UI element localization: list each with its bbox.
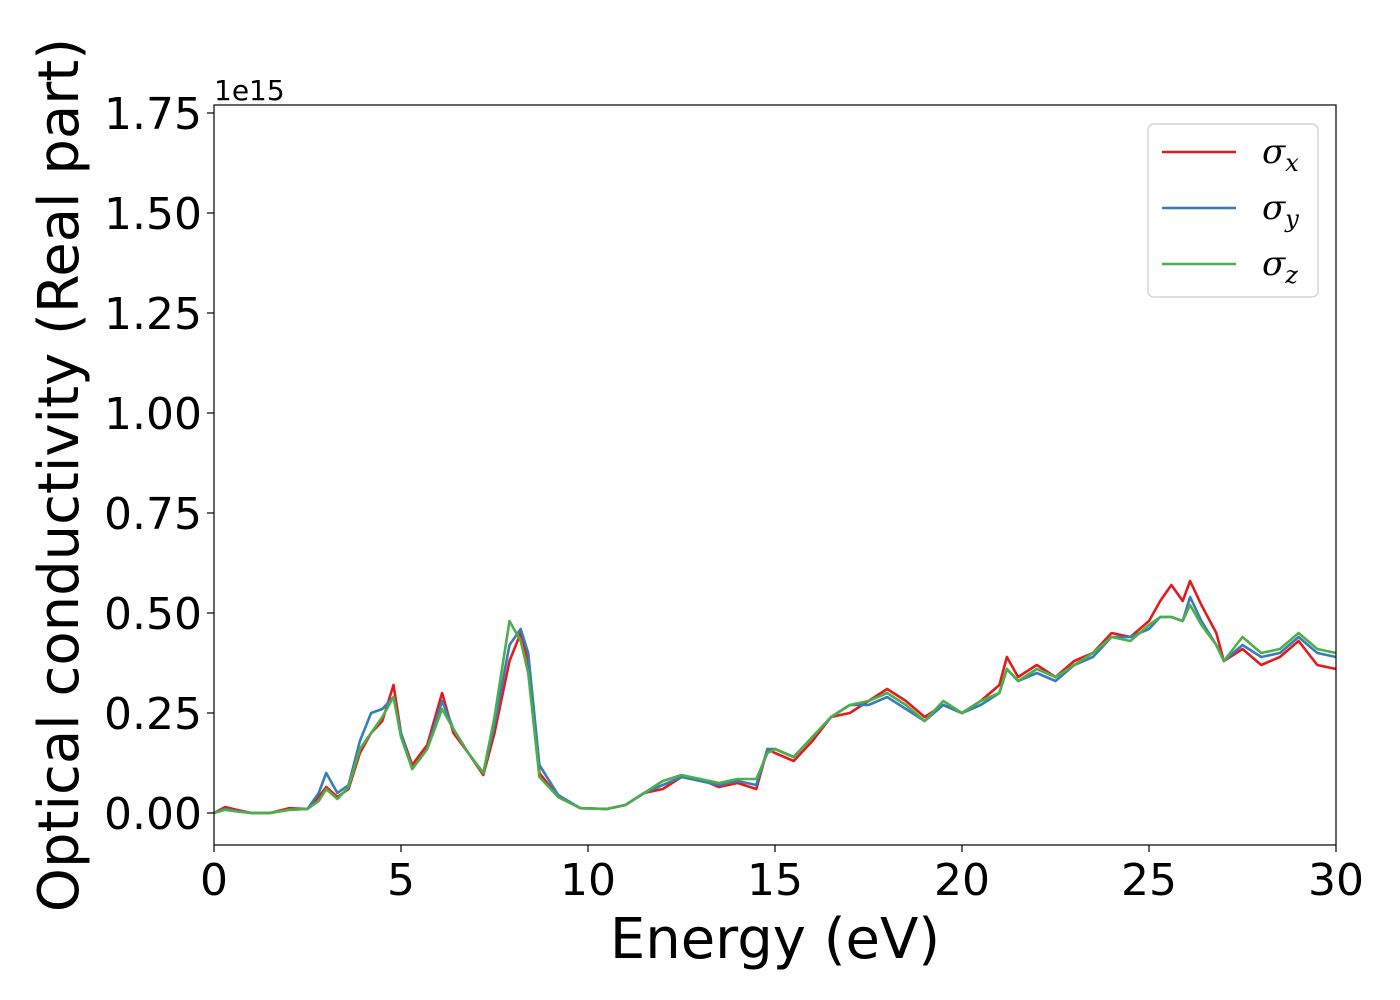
legend-label-z: σz — [1262, 244, 1298, 289]
x-tick-label: 30 — [1308, 855, 1364, 906]
legend-subscript: z — [1284, 261, 1298, 289]
x-tick-label: 0 — [200, 855, 228, 906]
y-axis-label: Optical conductivity (Real part) — [27, 38, 92, 912]
x-tick-label: 15 — [747, 855, 803, 906]
series-line-z — [213, 603, 1337, 815]
x-axis-ticks: 0 5 10 15 20 25 30 — [200, 845, 1364, 906]
y-tick-label: 0.50 — [104, 589, 202, 640]
x-tick-label: 10 — [560, 855, 616, 906]
legend-subscript: y — [1284, 205, 1299, 233]
x-tick-label: 20 — [934, 855, 990, 906]
legend-symbol: σ — [1262, 244, 1286, 284]
plot-frame — [213, 104, 1337, 846]
x-tick-label: 25 — [1121, 855, 1177, 906]
y-tick-label: 0.75 — [104, 489, 202, 540]
y-tick-label: 0.00 — [104, 789, 202, 840]
y-tick-label: 0.25 — [104, 689, 202, 740]
legend-symbol: σ — [1262, 188, 1286, 228]
legend-label-x: σx — [1262, 132, 1299, 177]
y-offset-label: 1e15 — [214, 74, 285, 107]
legend-label-y: σy — [1262, 188, 1299, 233]
y-tick-label: 1.00 — [104, 389, 202, 440]
y-tick-label: 1.25 — [104, 289, 202, 340]
y-tick-label: 1.75 — [104, 89, 202, 140]
y-axis-ticks: 0.00 0.25 0.50 0.75 1.00 1.25 1.50 1.75 — [104, 89, 214, 840]
legend-frame — [1147, 123, 1319, 298]
x-axis-label: Energy (eV) — [610, 907, 940, 972]
x-tick-label: 5 — [387, 855, 415, 906]
legend-subscript: x — [1285, 149, 1299, 177]
series-layer — [213, 579, 1337, 815]
y-tick-label: 1.50 — [104, 189, 202, 240]
legend-symbol: σ — [1262, 132, 1286, 172]
